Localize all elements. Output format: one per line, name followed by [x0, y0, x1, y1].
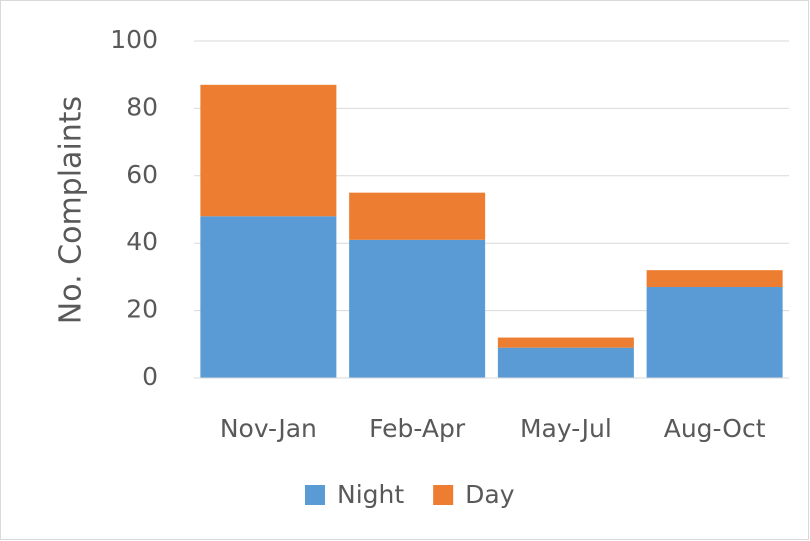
bar-segment: [646, 270, 783, 288]
legend-label: Night: [337, 480, 404, 509]
y-tick-label: 0: [142, 362, 158, 391]
legend-swatch: [305, 485, 325, 505]
y-tick-label: 60: [126, 160, 158, 189]
x-tick-label: Nov-Jan: [220, 414, 317, 443]
bar-segment: [646, 287, 783, 378]
y-axis-title: No. Complaints: [54, 96, 89, 324]
bar-segment: [497, 347, 634, 378]
bar-segment: [497, 337, 634, 348]
legend-swatch: [433, 485, 454, 505]
legend-label: Day: [465, 480, 515, 509]
x-tick-label: Feb-Apr: [369, 414, 466, 443]
bar-segment: [349, 192, 486, 240]
bar-segment: [200, 84, 337, 217]
x-tick-label: May-Jul: [520, 414, 612, 443]
y-tick-label: 20: [126, 295, 158, 324]
bar-segment: [349, 239, 486, 378]
y-tick-label: 100: [110, 25, 158, 54]
x-tick-label: Aug-Oct: [664, 414, 766, 443]
y-tick-label: 40: [126, 227, 158, 256]
bar-segment: [200, 216, 337, 378]
y-tick-label: 80: [126, 92, 158, 121]
